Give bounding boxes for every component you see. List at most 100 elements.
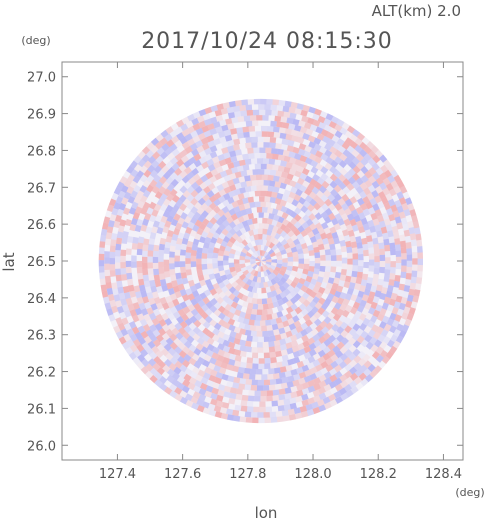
field-cell <box>287 256 294 262</box>
field-cell <box>280 315 288 323</box>
field-cell <box>242 153 249 160</box>
field-cell <box>115 196 123 205</box>
field-cell <box>217 349 226 357</box>
field-cell <box>276 105 284 112</box>
field-cell <box>352 259 359 266</box>
field-cell <box>113 220 121 229</box>
field-cell <box>401 265 407 272</box>
field-cell <box>222 315 231 323</box>
field-cell <box>227 123 235 130</box>
field-cell <box>327 138 336 147</box>
field-cell <box>241 220 249 228</box>
field-cell <box>273 247 281 254</box>
field-cell <box>247 147 254 154</box>
field-cell <box>155 350 164 359</box>
field-cell <box>352 288 360 296</box>
field-cell <box>219 136 227 144</box>
field-cell <box>335 249 342 256</box>
field-cell <box>235 277 243 285</box>
field-cell <box>270 230 277 238</box>
field-cell <box>260 396 267 402</box>
field-cell <box>265 190 273 197</box>
field-cell <box>208 242 216 249</box>
field-cell <box>199 279 207 287</box>
field-cell <box>128 207 137 215</box>
field-cell <box>228 353 236 361</box>
field-cell <box>356 242 363 249</box>
field-disc <box>98 98 424 424</box>
field-cell <box>228 341 236 349</box>
field-cell <box>188 377 197 385</box>
field-cell <box>177 283 185 291</box>
field-cell <box>327 328 336 337</box>
field-cell <box>331 116 340 124</box>
field-cell <box>275 203 283 211</box>
field-cell <box>229 392 237 400</box>
field-cell <box>153 244 160 252</box>
field-cell <box>202 113 211 121</box>
field-cell <box>303 375 312 383</box>
field-cell <box>307 385 316 393</box>
field-cell <box>359 190 367 199</box>
field-cell <box>125 218 132 227</box>
field-cell <box>212 232 220 240</box>
field-cell <box>253 223 260 230</box>
field-cell <box>374 290 382 298</box>
field-cell <box>156 343 165 352</box>
field-cell <box>352 253 359 260</box>
field-cell <box>286 145 294 152</box>
field-cell <box>125 260 132 268</box>
field-cell <box>252 169 259 175</box>
field-cell <box>174 291 182 299</box>
field-cell <box>219 119 227 127</box>
field-cell <box>268 248 275 255</box>
field-cell <box>176 119 185 128</box>
field-cell <box>272 225 279 233</box>
field-cell <box>218 159 227 167</box>
field-cell <box>262 341 269 348</box>
field-cell <box>198 156 207 165</box>
field-cell <box>265 147 272 154</box>
field-cell <box>196 398 204 407</box>
field-cell <box>192 391 201 399</box>
field-cell <box>214 359 223 367</box>
field-cell <box>182 379 191 388</box>
field-cell <box>323 227 331 235</box>
field-cell <box>194 295 203 303</box>
field-cell <box>171 327 180 336</box>
field-cell <box>293 256 299 262</box>
field-cell <box>238 204 246 211</box>
field-cell <box>234 267 242 273</box>
field-cell <box>119 176 128 185</box>
field-cell <box>226 216 234 224</box>
field-cell <box>280 230 288 238</box>
field-cell <box>228 253 235 259</box>
field-cell <box>235 388 243 395</box>
field-cell <box>302 180 310 188</box>
field-cell <box>309 124 318 132</box>
field-cell <box>204 147 212 156</box>
field-cell <box>133 349 142 358</box>
field-cell <box>122 286 130 294</box>
field-cell <box>240 266 248 273</box>
field-cell <box>251 352 259 359</box>
field-cell <box>368 184 376 193</box>
field-cell <box>255 325 262 332</box>
field-cell <box>344 363 353 372</box>
field-cell <box>177 232 185 240</box>
field-cell <box>312 286 320 294</box>
field-cell <box>314 252 321 259</box>
field-cell <box>312 113 320 121</box>
field-cell <box>206 252 213 259</box>
field-cell <box>334 383 343 392</box>
field-cell <box>360 165 369 175</box>
field-cell <box>352 332 360 341</box>
field-cell <box>366 141 375 150</box>
field-cell <box>198 120 206 129</box>
field-cell <box>167 301 175 309</box>
field-cell <box>193 385 201 393</box>
field-cell <box>208 209 217 218</box>
field-cell <box>123 179 132 188</box>
field-cell <box>228 324 236 332</box>
field-cell <box>255 374 262 380</box>
